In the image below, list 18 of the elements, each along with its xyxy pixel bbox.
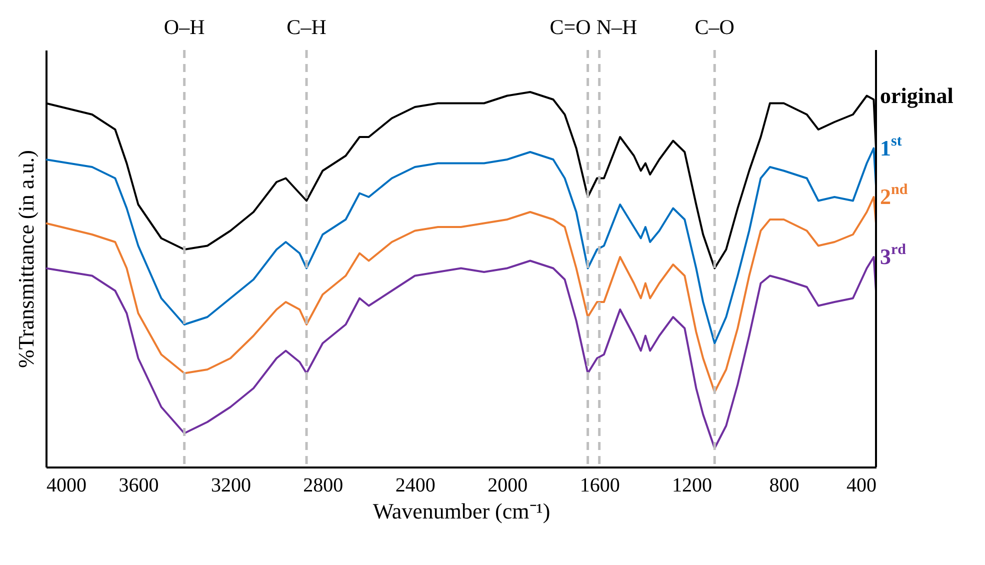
ref-line-label: O–H — [164, 15, 205, 39]
ref-line-label: C–H — [286, 15, 326, 39]
x-tick-label: 2800 — [303, 474, 344, 496]
x-tick-label: 400 — [846, 474, 876, 496]
x-tick-label: 2000 — [488, 474, 528, 496]
ref-line-label: N–H — [596, 15, 638, 39]
x-tick-label: 3600 — [118, 474, 159, 496]
x-tick-label: 1200 — [672, 474, 712, 496]
ref-line-label: C–O — [694, 15, 734, 39]
x-tick-label: 3200 — [210, 474, 251, 496]
series-label: original — [880, 82, 954, 108]
y-axis-title: %Transmittance (in a.u.) — [14, 150, 38, 368]
x-axis-title: Wavenumber (cm⁻¹) — [372, 498, 550, 524]
x-tick-label: 800 — [769, 474, 800, 496]
x-tick-label: 2400 — [395, 474, 436, 496]
ref-line-label: C=O — [550, 15, 591, 39]
x-tick-label: 1600 — [580, 474, 620, 496]
x-tick-label: 4000 — [46, 474, 86, 496]
